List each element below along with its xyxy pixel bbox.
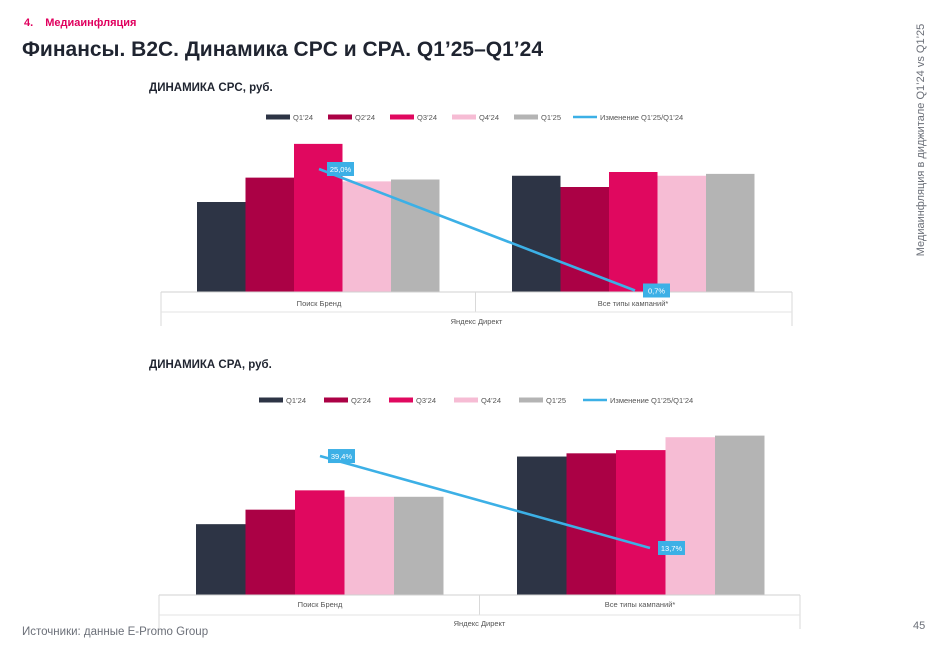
cpc-tick-label-1: Поиск Бренд: [297, 299, 342, 308]
cpa-bar-1-2: [245, 509, 295, 595]
cpa-change-line: [319, 454, 651, 550]
footer-source: Источники: данные E-Promo Group: [22, 626, 209, 638]
cpc-change-label-box-1: [327, 162, 354, 176]
cpc-legend-swatch-3: [390, 114, 414, 120]
cpa-bar-2-5: [715, 435, 765, 595]
cpc-legend-label-1: Q1’24: [293, 113, 313, 122]
cpa-legend-swatch-2: [324, 397, 348, 403]
cpa-bar-2-4: [665, 437, 715, 595]
cpc-bar-1-2: [245, 177, 294, 292]
cpc-bar-1-4: [342, 181, 391, 292]
cpa-tick-label-1: Поиск Бренд: [298, 600, 343, 609]
cpc-change-label-box-2: [643, 283, 670, 298]
cpa-legend-swatch-3: [389, 397, 413, 403]
cpc-bar-1-5: [391, 179, 440, 292]
cpa-group-label: Яндекс Директ: [454, 619, 506, 628]
cpc-legend-swatch-2: [328, 114, 352, 120]
section-name: Медиаинфляция: [45, 17, 137, 29]
section-label: 4. Медиаинфляция: [24, 17, 136, 29]
cpa-chart-title: ДИНАМИКА CPA, руб.: [149, 359, 272, 371]
cpc-legend-swatch-5: [514, 114, 538, 120]
cpa-change-label-2: 13,7%: [661, 544, 683, 553]
cpa-bar-1-4: [344, 496, 394, 595]
cpc-change-line: [318, 167, 636, 292]
cpa-legend-label-2: Q2’24: [351, 396, 371, 405]
cpa-change-label-1: 39,4%: [331, 452, 353, 461]
cpc-tick-label-2: Все типы кампаний*: [598, 299, 669, 308]
cpc-legend-label-2: Q2’24: [355, 113, 375, 122]
cpc-legend-label-4: Q4’24: [479, 113, 499, 122]
cpa-bar-1-1: [196, 524, 246, 595]
cpa-change-label-box-1: [328, 449, 355, 464]
cpa-bar-2-1: [517, 456, 567, 595]
cpa-legend-line-label: Изменение Q1’25/Q1’24: [610, 396, 693, 405]
cpa-bar-2-3: [616, 450, 666, 595]
cpa-bar-1-3: [295, 490, 345, 595]
cpc-bar-2-1: [512, 175, 561, 292]
cpc-legend-line-label: Изменение Q1’25/Q1’24: [600, 113, 683, 122]
cpa-legend-swatch-4: [454, 397, 478, 403]
cpa-legend-label-4: Q4’24: [481, 396, 501, 405]
cpc-group-label: Яндекс Директ: [451, 317, 503, 326]
cpa-tick-label-2: Все типы кампаний*: [605, 600, 676, 609]
cpc-bar-2-2: [560, 187, 609, 292]
cpa-bar-2-2: [566, 453, 616, 595]
cpa-legend-label-1: Q1’24: [286, 396, 306, 405]
cpc-legend-label-5: Q1’25: [541, 113, 561, 122]
cpa-legend-swatch-1: [259, 397, 283, 403]
cpa-bar-1-5: [394, 496, 444, 595]
section-number: 4.: [24, 17, 34, 29]
cpc-bar-2-4: [657, 175, 706, 292]
cpc-bar-1-1: [197, 202, 246, 292]
cpc-legend-swatch-4: [452, 114, 476, 120]
cpc-legend-label-3: Q3’24: [417, 113, 437, 122]
cpc-bar-2-3: [609, 172, 658, 292]
cpa-legend-label-3: Q3’24: [416, 396, 436, 405]
cpc-change-label-2: 0,7%: [648, 287, 665, 296]
cpa-legend-label-5: Q1’25: [546, 396, 566, 405]
cpc-chart-title: ДИНАМИКА CPC, руб.: [149, 82, 273, 94]
cpa-legend-swatch-5: [519, 397, 543, 403]
cpa-change-label-box-2: [658, 540, 685, 555]
cpc-bar-2-5: [706, 173, 755, 292]
page-number: 45: [913, 620, 926, 632]
cpc-change-label-1: 25,0%: [330, 165, 352, 174]
page-title: Финансы. B2C. Динамика CPC и CPA. Q1’25–…: [22, 38, 544, 61]
cpc-legend-swatch-1: [266, 114, 290, 120]
